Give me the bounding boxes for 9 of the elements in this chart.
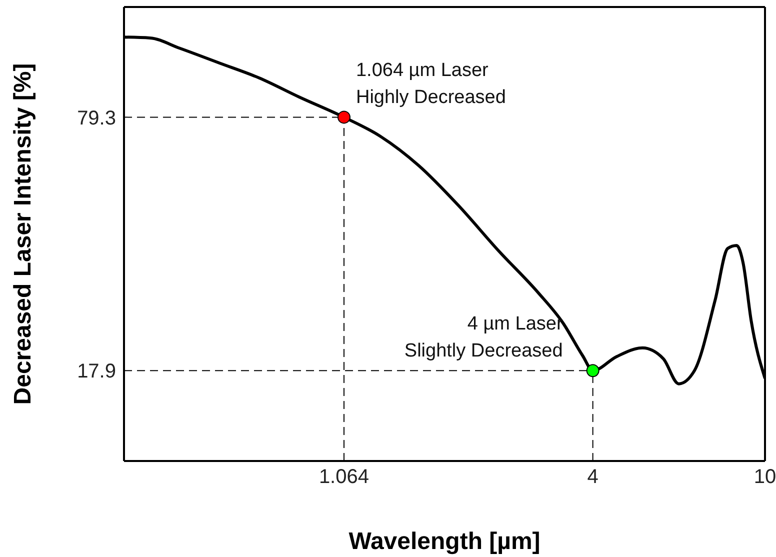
y-axis-title: Decreased Laser Intensity [%]	[10, 63, 37, 405]
x-tick-label: 10	[754, 466, 776, 488]
x-tick-label: 1.064	[318, 466, 370, 488]
x-tick-label: 4	[587, 466, 598, 488]
y-tick-label: 79.3	[77, 107, 116, 130]
annotation: 4 µm Laser Slightly Decreased	[404, 314, 564, 362]
x-axis-title: Wavelength [µm]	[348, 528, 540, 555]
annotation: 1.064 µm Laser Highly Decreased	[356, 60, 506, 108]
y-tick-label: 17.9	[77, 360, 116, 383]
